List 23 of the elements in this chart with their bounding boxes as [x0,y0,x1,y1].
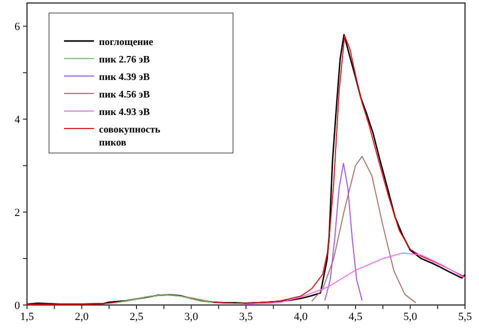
line-series [311,156,416,304]
legend-label: пик 2.76 эВ [99,54,150,66]
line-series [114,294,214,304]
y-tick-label: 2 [14,207,20,220]
legend-label: пик 4.56 эВ [99,90,150,100]
x-tick-label: 5,0 [403,311,418,323]
y-tick-label: 0 [14,300,20,312]
x-tick-label: 1,5 [20,311,34,323]
line-series [246,252,466,305]
x-tick-label: 4,5 [348,311,363,323]
x-tick-label: 3,0 [184,311,199,323]
x-tick-label: 4,0 [294,311,308,323]
y-tick-label: 4 [14,114,20,126]
x-tick-label: 2,0 [74,311,90,323]
x-tick-label: 2,5 [130,311,144,323]
legend-label: пик 4.39 эВ [99,72,150,83]
legend-label: поглощение [99,37,154,48]
x-tick-label: 5,5 [458,311,472,323]
legend-label: пик 4.93 эВ [99,107,150,118]
x-tick-label: 3,5 [239,311,254,323]
legend-label: совокупность пиков [99,124,162,148]
line-series [324,162,363,301]
y-tick-label: 6 [14,21,20,34]
